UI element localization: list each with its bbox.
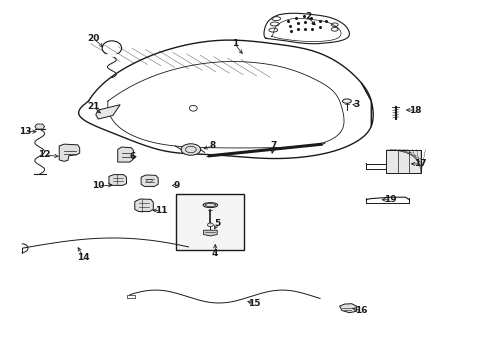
Text: 4: 4 xyxy=(212,249,218,258)
Text: 2: 2 xyxy=(304,12,310,21)
Ellipse shape xyxy=(207,223,213,226)
Text: 21: 21 xyxy=(87,102,100,111)
Text: 9: 9 xyxy=(173,181,179,190)
Text: 14: 14 xyxy=(77,253,90,262)
Text: 16: 16 xyxy=(355,306,367,315)
Text: 8: 8 xyxy=(209,141,216,150)
Text: 17: 17 xyxy=(413,159,426,168)
Polygon shape xyxy=(109,175,126,185)
Polygon shape xyxy=(35,124,44,129)
Bar xyxy=(385,149,420,173)
Bar xyxy=(176,194,244,250)
Polygon shape xyxy=(203,230,217,236)
Text: 11: 11 xyxy=(155,206,167,215)
Polygon shape xyxy=(118,147,133,162)
Text: 15: 15 xyxy=(247,299,260,308)
Text: 1: 1 xyxy=(231,39,237,48)
Polygon shape xyxy=(96,105,120,119)
Text: 7: 7 xyxy=(270,141,276,150)
Text: 12: 12 xyxy=(38,150,51,159)
Text: 19: 19 xyxy=(384,195,396,204)
Ellipse shape xyxy=(342,99,350,103)
Ellipse shape xyxy=(181,144,200,155)
Text: 20: 20 xyxy=(87,34,100,43)
Text: 13: 13 xyxy=(19,127,31,136)
Bar xyxy=(127,295,135,298)
Polygon shape xyxy=(141,175,158,186)
Text: 3: 3 xyxy=(353,100,359,109)
Ellipse shape xyxy=(204,204,215,207)
Text: 18: 18 xyxy=(408,105,421,114)
Text: 6: 6 xyxy=(129,152,135,161)
Text: 10: 10 xyxy=(92,181,104,190)
Ellipse shape xyxy=(203,203,217,208)
Polygon shape xyxy=(59,144,80,161)
Polygon shape xyxy=(339,304,356,313)
Text: 5: 5 xyxy=(214,219,221,228)
Polygon shape xyxy=(135,199,153,212)
